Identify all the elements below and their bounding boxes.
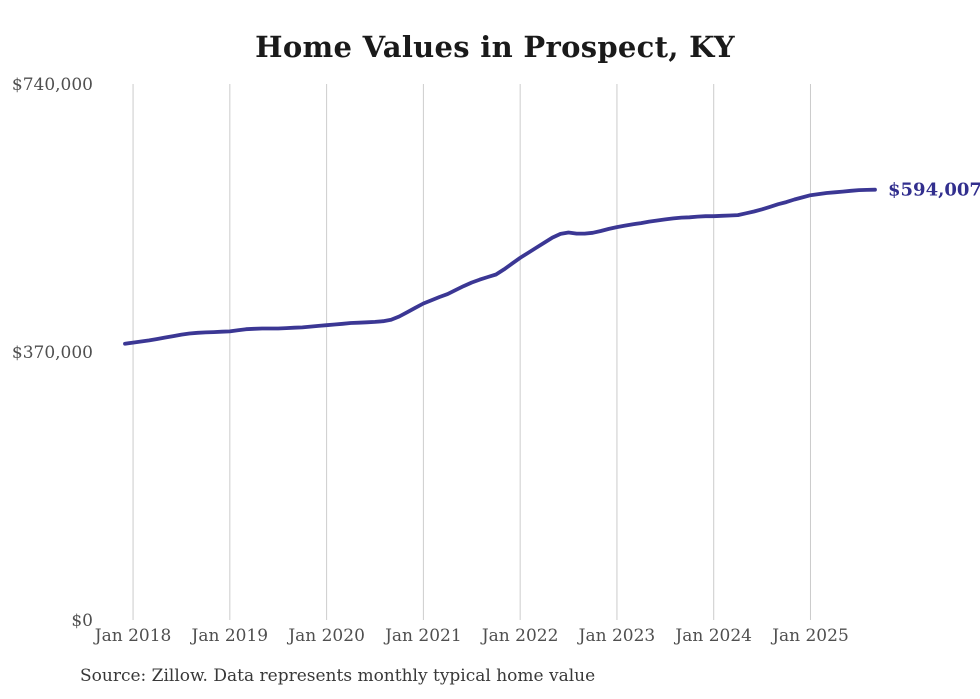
x-axis-labels-group: Jan 2018 Jan 2019 Jan 2020 Jan 2021 Jan 2022…: [93, 626, 849, 646]
x-tick-label: Jan 2022: [480, 626, 559, 646]
x-tick-label: Jan 2024: [673, 626, 752, 646]
y-tick-label: $740,000: [12, 75, 93, 95]
x-tick-label: Jan 2021: [383, 626, 462, 646]
value-line: [123, 187, 877, 346]
x-tick-label: Jan 2019: [190, 626, 269, 646]
y-axis-labels-group: $740,000 $370,000 $0: [12, 75, 93, 631]
x-tick-label: Jan 2023: [577, 626, 656, 646]
gridlines-group: [132, 84, 811, 620]
y-tick-label: $370,000: [12, 343, 93, 363]
chart-title: Home Values in Prospect, KY: [255, 30, 735, 64]
x-tick-label: Jan 2025: [770, 626, 849, 646]
end-value-label: $594,007: [888, 180, 980, 201]
x-tick-label: Jan 2020: [286, 626, 365, 646]
x-tick-label: Jan 2018: [93, 626, 172, 646]
y-tick-label: $0: [71, 611, 93, 631]
source-note: Source: Zillow. Data represents monthly …: [80, 666, 596, 686]
